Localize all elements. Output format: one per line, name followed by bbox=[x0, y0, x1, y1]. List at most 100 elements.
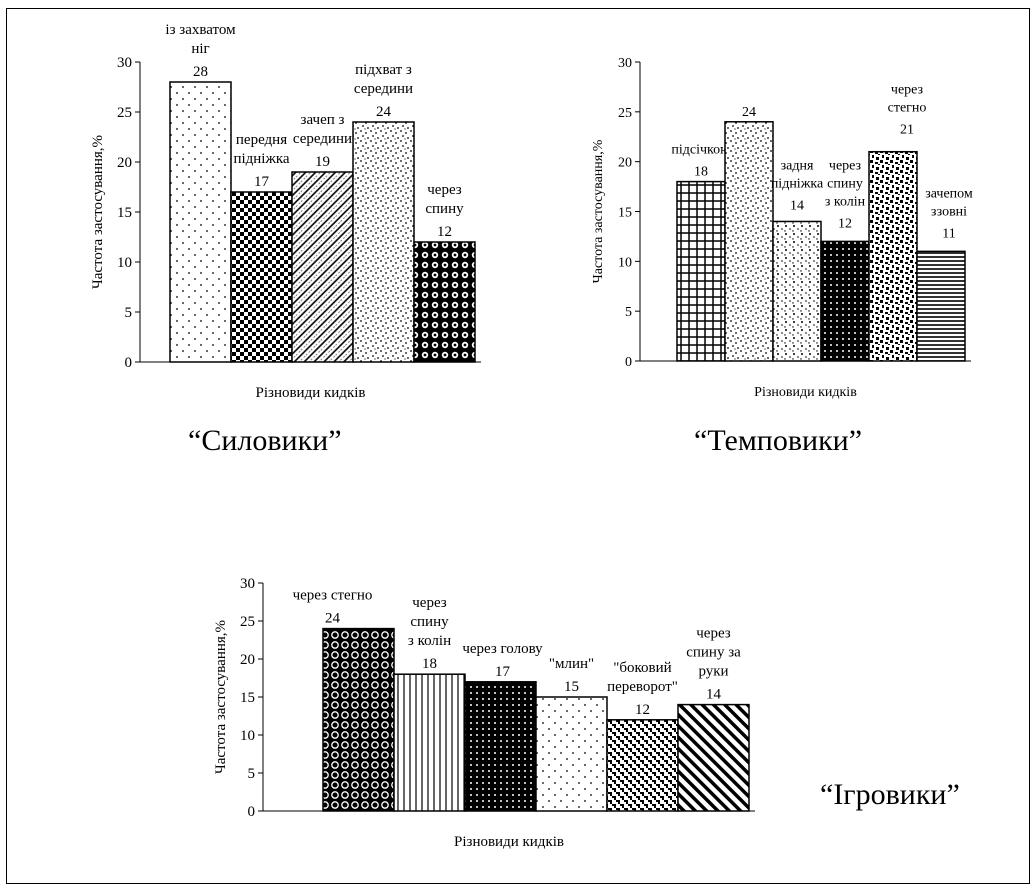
category-label: через bbox=[427, 182, 462, 198]
y-tick-label: 0 bbox=[248, 804, 256, 820]
data-label: 15 bbox=[564, 679, 579, 695]
y-axis-label: Частота застосування,% bbox=[591, 139, 606, 283]
y-tick-label: 25 bbox=[117, 105, 132, 121]
x-axis-label: Різновиди кидків bbox=[754, 385, 857, 400]
bar-4 bbox=[535, 696, 608, 812]
category-label: через bbox=[829, 158, 862, 173]
category-label: підніжка bbox=[233, 151, 289, 167]
data-label: 11 bbox=[942, 226, 955, 241]
y-tick-label: 10 bbox=[117, 255, 132, 271]
category-label: спину bbox=[425, 201, 464, 217]
data-label: 12 bbox=[635, 702, 650, 718]
y-tick-label: 15 bbox=[240, 690, 255, 706]
data-label: 14 bbox=[790, 198, 804, 213]
y-tick-label: 30 bbox=[240, 576, 255, 592]
data-label: 24 bbox=[325, 611, 341, 627]
category-label: підсічкою bbox=[671, 143, 730, 158]
data-label: 17 bbox=[254, 174, 270, 190]
category-label: руки bbox=[698, 664, 728, 680]
data-label: 28 bbox=[193, 64, 208, 80]
y-tick-label: 30 bbox=[117, 55, 132, 71]
category-label: задня bbox=[781, 158, 814, 173]
category-label: підхват з bbox=[355, 62, 412, 78]
data-label: 24 bbox=[742, 105, 756, 120]
y-tick-label: 5 bbox=[248, 766, 256, 782]
bar-4 bbox=[352, 121, 415, 363]
y-tick-label: 20 bbox=[618, 156, 632, 171]
bar-3 bbox=[291, 171, 354, 363]
bar-2 bbox=[724, 121, 774, 362]
y-tick-label: 5 bbox=[125, 305, 133, 321]
category-label: підніжка bbox=[771, 176, 824, 191]
bar-6 bbox=[916, 250, 966, 362]
caption-sylovyky: “Силовики” bbox=[188, 424, 342, 457]
category-label: середини bbox=[293, 131, 352, 147]
category-label: ззовні bbox=[931, 204, 967, 219]
bar-5 bbox=[606, 719, 679, 812]
data-label: 18 bbox=[694, 165, 708, 180]
bar-2 bbox=[393, 673, 466, 812]
y-tick-label: 0 bbox=[625, 355, 632, 370]
y-tick-label: 10 bbox=[618, 255, 632, 270]
category-label: через голову bbox=[462, 641, 543, 657]
y-tick-label: 5 bbox=[625, 305, 632, 320]
data-label: 14 bbox=[706, 687, 722, 703]
category-label: переворот" bbox=[607, 679, 678, 695]
category-label: через стегно bbox=[293, 588, 373, 604]
data-label: 12 bbox=[838, 216, 852, 231]
category-label: зачепом bbox=[925, 186, 973, 201]
category-label: "млин" bbox=[549, 656, 594, 672]
category-label: спину bbox=[410, 614, 449, 630]
bar-1 bbox=[322, 627, 395, 812]
y-tick-label: 25 bbox=[618, 106, 632, 121]
bar-2 bbox=[230, 191, 293, 363]
bar-3 bbox=[772, 220, 822, 362]
bar-5 bbox=[413, 241, 476, 363]
x-axis-label: Різновиди кидків bbox=[454, 834, 564, 850]
bar-1 bbox=[169, 81, 232, 363]
y-tick-label: 25 bbox=[240, 614, 255, 630]
data-label: 17 bbox=[495, 664, 511, 680]
chart-2: 0 5 10 15 20 25 30 Частота застосування,% Різнов… bbox=[591, 56, 973, 400]
y-tick-label: 10 bbox=[240, 728, 255, 744]
data-label: 18 bbox=[422, 656, 437, 672]
y-axis-label: Частота застосування,% bbox=[90, 135, 106, 289]
category-label: із захватом bbox=[165, 22, 236, 38]
category-label: стегно bbox=[888, 101, 927, 116]
data-label: 19 bbox=[315, 154, 330, 170]
y-tick-label: 20 bbox=[117, 155, 132, 171]
data-label: 21 bbox=[900, 123, 914, 138]
category-label: через bbox=[412, 595, 447, 611]
x-axis-label: Різновиди кидків bbox=[256, 385, 366, 401]
bar-1 bbox=[676, 180, 726, 362]
bar-6 bbox=[677, 703, 750, 812]
category-label: ніг bbox=[191, 41, 209, 57]
category-label: середини bbox=[354, 81, 413, 97]
category-label: через bbox=[891, 83, 924, 98]
caption-tempovyky: “Темповики” bbox=[694, 424, 863, 457]
category-label: зачеп з bbox=[301, 112, 345, 128]
bar-5 bbox=[868, 150, 918, 362]
category-label: з колін bbox=[408, 633, 451, 649]
data-label: 12 bbox=[437, 224, 452, 240]
bar-4 bbox=[820, 240, 870, 362]
y-tick-label: 15 bbox=[117, 205, 132, 221]
chart-3: 0 5 10 15 20 25 30 Частота застосування,% Різнов… bbox=[213, 576, 755, 850]
data-label: 24 bbox=[376, 104, 392, 120]
category-label: спину bbox=[827, 176, 863, 191]
y-tick-label: 15 bbox=[618, 206, 632, 221]
category-label: передня bbox=[236, 132, 287, 148]
category-label: з колін bbox=[825, 194, 866, 209]
y-tick-label: 20 bbox=[240, 652, 255, 668]
category-label: "боковий bbox=[613, 660, 671, 676]
chart-1: 0 5 10 15 20 25 30 Частота застосування,% Різнов… bbox=[90, 22, 481, 401]
y-tick-label: 0 bbox=[125, 355, 133, 371]
y-tick-label: 30 bbox=[618, 56, 632, 71]
category-label: спину за bbox=[686, 645, 741, 661]
caption-ihrovyky: “Ігровики” bbox=[820, 778, 960, 811]
figure-frame bbox=[6, 8, 1030, 884]
y-axis-label: Частота застосування,% bbox=[213, 620, 229, 774]
bar-3 bbox=[464, 681, 537, 812]
category-label: через bbox=[696, 626, 731, 642]
